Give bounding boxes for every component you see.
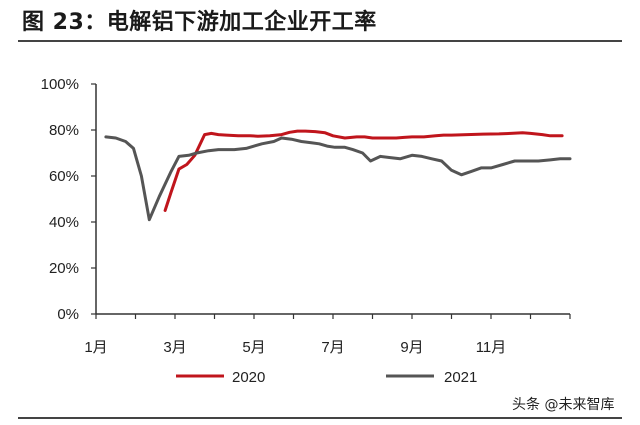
x-tick-label: 7月 bbox=[321, 339, 344, 356]
series-line-2020 bbox=[163, 129, 564, 212]
x-axis-ticks: 1月 3月 5月 7月 9月 11月 bbox=[84, 314, 571, 356]
title-divider bbox=[18, 40, 622, 42]
y-tick-label: 60% bbox=[49, 168, 79, 185]
y-tick-label: 40% bbox=[49, 214, 79, 231]
y-tick-label: 0% bbox=[57, 306, 79, 323]
y-tick-label: 100% bbox=[41, 76, 79, 93]
legend: 2020 2021 bbox=[176, 369, 477, 386]
legend-label-2021: 2021 bbox=[444, 369, 477, 386]
bottom-divider bbox=[18, 417, 622, 419]
chart-title: 图 23：电解铝下游加工企业开工率 bbox=[22, 10, 377, 35]
x-tick-label: 9月 bbox=[400, 339, 423, 356]
y-tick-label: 80% bbox=[49, 122, 79, 139]
x-tick-label: 5月 bbox=[242, 339, 265, 356]
series-line-2021 bbox=[104, 135, 572, 222]
y-axis-ticks: 0% 20% 40% 60% 80% 100% bbox=[41, 76, 96, 323]
x-tick-label: 11月 bbox=[476, 339, 507, 356]
y-tick-label: 20% bbox=[49, 260, 79, 277]
x-tick-label: 3月 bbox=[163, 339, 186, 356]
axes bbox=[95, 84, 570, 315]
x-tick-label: 1月 bbox=[84, 339, 107, 356]
legend-label-2020: 2020 bbox=[232, 369, 265, 386]
watermark: 头条 @未来智库 bbox=[512, 397, 615, 413]
series-lines bbox=[104, 129, 572, 222]
